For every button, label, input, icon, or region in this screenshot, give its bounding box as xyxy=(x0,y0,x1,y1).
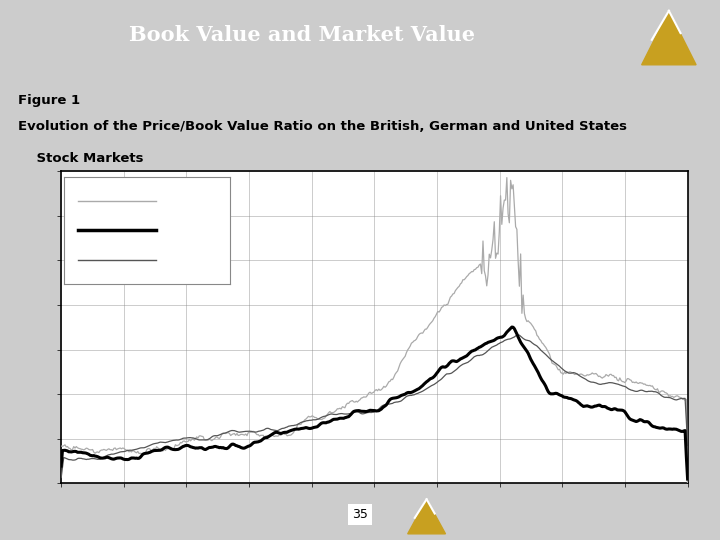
Text: 35: 35 xyxy=(352,508,368,521)
Text: Evolution of the Price/Book Value Ratio on the British, German and United States: Evolution of the Price/Book Value Ratio … xyxy=(18,120,627,133)
Text: Figure 1: Figure 1 xyxy=(18,94,80,107)
Text: Stock Markets: Stock Markets xyxy=(18,152,143,165)
Polygon shape xyxy=(408,500,446,534)
Polygon shape xyxy=(642,11,696,65)
Text: Book Value and Market Value: Book Value and Market Value xyxy=(130,25,475,45)
